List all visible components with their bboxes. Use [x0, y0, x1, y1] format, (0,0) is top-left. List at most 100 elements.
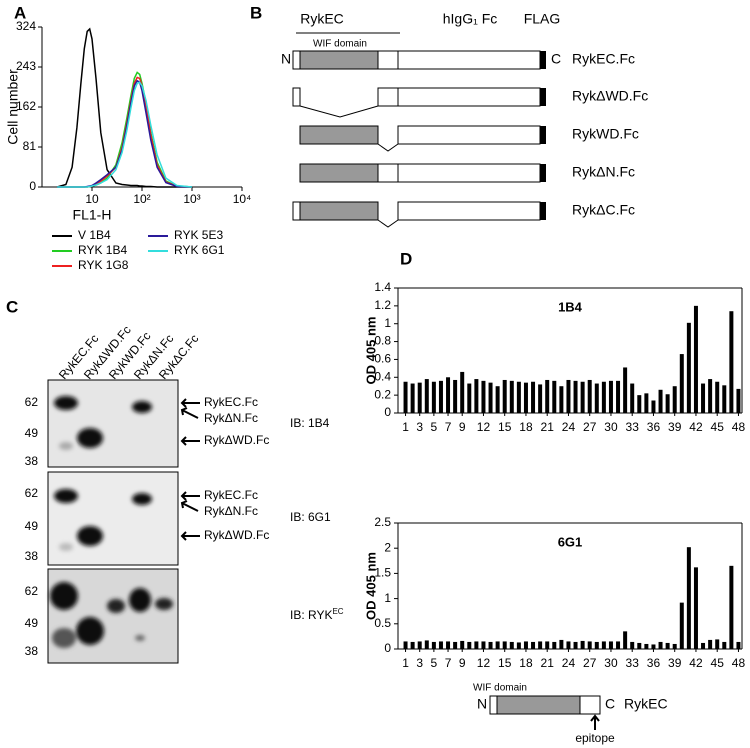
- bar: [523, 641, 528, 649]
- bar: [658, 641, 663, 649]
- domain: [397, 50, 541, 70]
- x-tick-label: 3: [416, 656, 423, 670]
- x-tick-label: 36: [647, 656, 661, 670]
- bar: [722, 385, 727, 413]
- domain: [397, 87, 541, 107]
- deletion: [377, 143, 399, 152]
- bar: [686, 547, 691, 649]
- epitope-diagram: WIF domain N C RykEC epitope: [473, 683, 668, 746]
- bar: [545, 379, 550, 413]
- bar: [601, 641, 606, 649]
- y-tick-label: 1: [384, 591, 391, 605]
- y-tick-label: 1: [384, 316, 391, 330]
- x-tick-label: 15: [498, 420, 512, 434]
- domain: [377, 50, 399, 70]
- marker: 49: [25, 616, 39, 630]
- bar: [587, 641, 592, 649]
- band: [155, 598, 173, 610]
- x-tick-label: 30: [604, 420, 618, 434]
- band: [135, 635, 145, 641]
- domain: [397, 201, 541, 221]
- bar: [729, 311, 734, 413]
- x-tick-label: 7: [445, 420, 452, 434]
- bar: [417, 641, 422, 649]
- y-tick-label: 324: [16, 19, 36, 33]
- flag-tag: [540, 202, 546, 220]
- ib-label: IB: RYKEC: [290, 607, 344, 622]
- bar: [608, 641, 613, 649]
- bar: [467, 641, 472, 649]
- bar: [431, 381, 436, 413]
- domain: [397, 163, 541, 183]
- bar: [608, 380, 613, 413]
- ib-superscript: EC: [332, 607, 343, 616]
- bar: [495, 386, 500, 413]
- y-tick-label: 0.6: [374, 352, 391, 366]
- bar: [672, 643, 677, 649]
- legend-label: V 1B4: [78, 228, 111, 242]
- bar: [453, 641, 458, 649]
- bar: [559, 639, 564, 649]
- flag-tag: [540, 126, 546, 144]
- marker: 62: [25, 486, 39, 500]
- construct-diagram: RykEC WIF domain hIgG₁ Fc FLAG N C RykEC…: [281, 11, 648, 228]
- bar: [630, 383, 635, 413]
- bar: [531, 381, 536, 413]
- band: [59, 442, 73, 450]
- bar: [736, 388, 741, 413]
- x-tick-label: 9: [459, 656, 466, 670]
- bar: [453, 379, 458, 413]
- bar: [488, 641, 493, 649]
- bar: [460, 640, 465, 649]
- band: [54, 396, 78, 410]
- domain: [377, 87, 399, 107]
- label: C: [605, 696, 615, 712]
- blot-membrane: [47, 471, 179, 566]
- bar: [623, 367, 628, 413]
- band-label: RykΔWD.Fc: [204, 433, 269, 447]
- x-tick-label: 12: [477, 420, 491, 434]
- bar: [566, 379, 571, 413]
- band-label: RykEC.Fc: [204, 488, 258, 502]
- bar: [580, 381, 585, 413]
- ib-label: IB: 6G1: [290, 510, 331, 524]
- domain: [299, 201, 379, 221]
- band: [52, 628, 76, 648]
- y-tick-label: 0.2: [374, 387, 391, 401]
- bar: [616, 641, 621, 649]
- bar: [559, 386, 564, 413]
- bar: [637, 395, 642, 413]
- bands: [50, 582, 173, 648]
- marker: 38: [25, 549, 39, 563]
- y-axis-title: OD 405 nm: [363, 317, 378, 385]
- x-tick-label: 21: [541, 656, 555, 670]
- y-tick-label: 162: [16, 99, 36, 113]
- x-tick-label: 42: [689, 420, 703, 434]
- y-axis-title: Cell number: [5, 69, 21, 145]
- bar: [424, 379, 429, 413]
- x-tick-label: 48: [732, 420, 746, 434]
- domain: [292, 201, 301, 221]
- label: FLAG: [524, 11, 561, 27]
- bar: [509, 641, 514, 649]
- x-tick-label: 33: [626, 656, 640, 670]
- x-tick-label: 15: [498, 656, 512, 670]
- y-tick-label: 0.8: [374, 334, 391, 348]
- bar: [672, 386, 677, 413]
- marker: 49: [25, 426, 39, 440]
- band: [132, 401, 152, 413]
- band: [50, 582, 78, 610]
- bar: [715, 639, 720, 649]
- y-tick-label: 81: [23, 139, 37, 153]
- bar: [573, 380, 578, 413]
- bar: [693, 305, 698, 413]
- bar: [708, 379, 713, 413]
- label: epitope: [575, 731, 615, 745]
- arrow: [180, 491, 200, 501]
- bar: [502, 641, 507, 649]
- bar: [495, 641, 500, 649]
- bar: [481, 641, 486, 649]
- bar: [552, 641, 557, 649]
- bar: [438, 641, 443, 649]
